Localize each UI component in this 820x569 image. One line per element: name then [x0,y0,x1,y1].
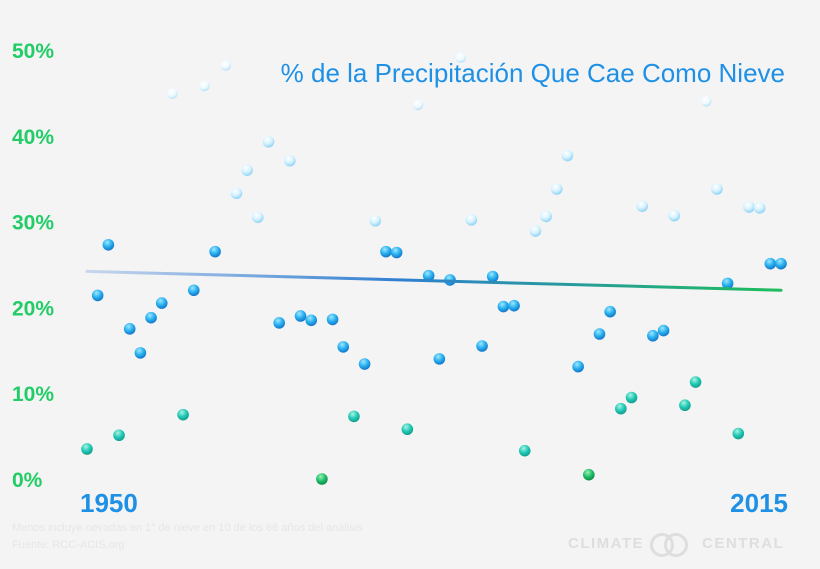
data-point [358,358,371,370]
data-point [529,225,542,237]
logo-text-right: CENTRAL [702,534,785,552]
data-point [615,402,627,415]
y-axis-ticks: 0% 10% 20% 30% 40% 50% [12,40,54,492]
data-point [167,88,178,99]
chart-title: % de la Precipitación Que Cae Como Nieve [281,58,785,88]
data-point [380,245,392,258]
data-point [743,201,755,213]
x-tick-label: 1950 [80,488,138,518]
data-point [348,410,360,423]
data-point [91,289,104,302]
data-point [177,408,189,421]
data-point [113,429,125,442]
data-points [81,52,787,485]
data-point [476,340,488,352]
data-point [679,399,691,412]
footnote-note: Menos incluye nevadas en 1" de nieve en … [12,522,363,534]
data-point [134,347,147,359]
climate-central-logo: CLIMATE CENTRAL [568,531,785,557]
y-tick-label: 20% [12,297,54,320]
data-point [604,305,616,318]
data-point [486,270,499,283]
data-point [721,277,734,290]
data-point [369,214,382,227]
data-point [647,329,659,342]
data-point [572,360,584,373]
data-point [284,154,296,167]
data-point [497,300,510,313]
data-point [433,353,446,365]
data-point [305,314,318,327]
x-axis-ticks: 1950 2015 [80,488,788,518]
data-point [102,238,115,251]
data-point [262,136,275,148]
data-point [540,210,552,223]
footnote-source: Fuente: RCC-ACIS.org [12,539,125,551]
data-point [422,269,435,282]
data-point [155,297,168,309]
data-point [294,310,307,322]
data-point [711,183,723,195]
y-tick-label: 10% [12,383,54,406]
y-tick-label: 30% [12,212,54,235]
data-point [625,391,638,404]
data-point [689,376,702,388]
data-point [230,187,243,200]
data-point [273,317,285,329]
data-point [775,257,787,270]
y-tick-label: 0% [12,469,43,492]
data-point [455,52,466,63]
data-point [657,324,670,337]
data-point [316,473,328,485]
data-point [636,200,648,212]
data-point [81,443,93,455]
data-point [518,444,531,457]
data-point [252,211,264,224]
data-point [337,341,350,353]
logo-rings-icon [650,531,696,557]
logo-text-left: CLIMATE [568,534,645,552]
data-point [401,423,414,436]
y-tick-label: 50% [12,40,54,63]
data-point [753,202,766,214]
data-point [668,209,681,222]
data-point [412,99,424,111]
data-point [508,299,520,312]
data-point [199,80,210,92]
data-point [209,245,221,258]
data-point [326,313,339,326]
data-point [123,323,136,335]
data-point [593,328,606,340]
x-tick-label: 2015 [730,488,788,518]
data-point [701,96,712,107]
y-tick-label: 40% [12,126,54,149]
data-point [550,183,563,195]
data-point [145,311,157,324]
data-point [764,257,777,270]
trend-line [85,269,783,292]
data-point [187,284,200,297]
data-point [732,427,745,440]
data-point [465,214,478,226]
data-point [583,468,595,481]
data-point [390,246,403,259]
data-point [561,149,574,162]
data-point [241,164,253,176]
data-point [220,60,231,71]
